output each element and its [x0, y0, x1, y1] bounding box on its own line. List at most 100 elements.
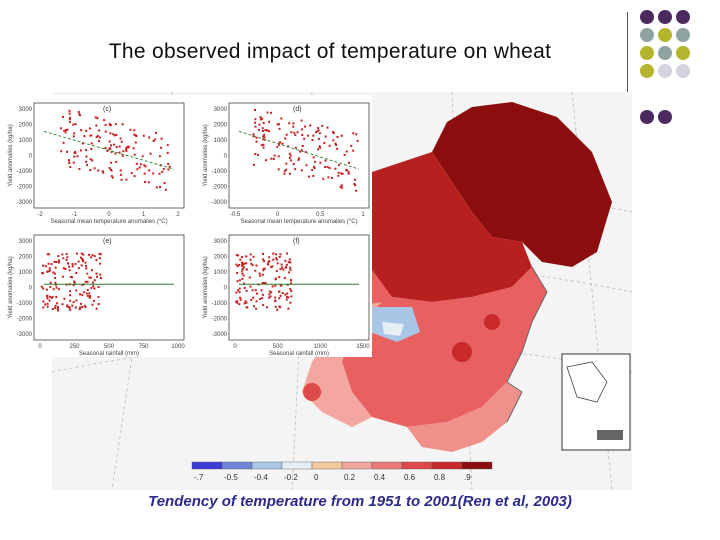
data-point	[72, 123, 75, 126]
data-point	[343, 153, 346, 156]
data-point	[258, 123, 261, 126]
data-point	[48, 267, 51, 270]
data-point	[46, 270, 49, 273]
data-point	[42, 306, 45, 309]
data-point	[73, 132, 76, 135]
trend-line	[43, 130, 175, 170]
data-point	[144, 180, 147, 183]
data-point	[75, 272, 78, 275]
data-point	[250, 262, 253, 265]
data-point	[277, 143, 280, 146]
data-point	[278, 255, 281, 258]
data-point	[324, 135, 327, 138]
data-point	[55, 295, 58, 298]
data-point	[319, 146, 322, 149]
data-point	[235, 291, 238, 294]
data-point	[274, 305, 277, 308]
decor-dot	[676, 46, 690, 60]
data-point	[299, 150, 302, 153]
data-point	[324, 159, 327, 162]
data-point	[54, 281, 57, 284]
data-point	[104, 130, 107, 133]
data-point	[236, 301, 239, 304]
x-tick-label: 0	[233, 344, 237, 350]
data-point	[250, 298, 253, 301]
data-point	[337, 171, 340, 174]
data-point	[340, 134, 343, 137]
data-point	[236, 300, 239, 303]
y-tick-label: -1000	[17, 301, 33, 307]
data-point	[113, 143, 116, 146]
data-point	[245, 301, 248, 304]
data-point	[255, 136, 258, 139]
data-point	[288, 156, 291, 159]
data-point	[241, 267, 244, 270]
data-point	[94, 116, 97, 119]
data-point	[104, 147, 107, 150]
data-point	[102, 171, 105, 174]
decor-dot	[658, 46, 672, 60]
data-point	[347, 172, 350, 175]
data-point	[289, 268, 292, 271]
legend-swatch	[341, 461, 373, 470]
data-point	[278, 141, 281, 144]
data-point	[73, 155, 76, 158]
data-point	[90, 134, 93, 137]
data-point	[74, 306, 77, 309]
data-point	[267, 256, 270, 259]
data-point	[79, 302, 82, 305]
data-point	[312, 156, 315, 159]
data-point	[69, 290, 72, 293]
data-point	[66, 304, 69, 307]
data-point	[239, 296, 242, 299]
data-point	[263, 260, 266, 263]
data-point	[47, 262, 50, 265]
data-point	[259, 118, 262, 121]
data-point	[50, 296, 53, 299]
y-tick-label: -3000	[212, 200, 228, 206]
data-point	[99, 253, 102, 256]
y-tick-label: 3000	[19, 239, 33, 245]
data-point	[245, 262, 248, 265]
data-point	[48, 295, 51, 298]
data-point	[258, 272, 261, 275]
data-point	[278, 305, 281, 308]
x-axis-label: Seasonal mean temperature anomalies (°C)	[240, 219, 357, 225]
data-point	[272, 157, 275, 160]
x-tick-label: 0	[38, 344, 42, 350]
cooling-patch-small	[382, 322, 404, 336]
data-point	[281, 292, 284, 295]
data-point	[54, 283, 57, 286]
data-point	[238, 279, 241, 282]
data-point	[81, 294, 84, 297]
data-point	[264, 129, 267, 132]
data-point	[355, 133, 358, 136]
data-point	[98, 257, 101, 260]
data-point	[276, 123, 279, 126]
data-point	[276, 145, 279, 148]
data-point	[78, 113, 81, 116]
data-point	[269, 295, 272, 298]
data-point	[97, 296, 100, 299]
data-point	[245, 268, 248, 271]
legend-label: 0	[314, 473, 319, 482]
y-tick-label: 0	[29, 154, 33, 160]
data-point	[353, 182, 356, 185]
data-point	[91, 281, 94, 284]
data-point	[135, 162, 138, 165]
data-point	[255, 140, 258, 143]
data-point	[108, 123, 111, 126]
data-point	[73, 282, 76, 285]
data-point	[85, 160, 88, 163]
data-point	[92, 299, 95, 302]
data-point	[88, 292, 91, 295]
data-point	[288, 122, 291, 125]
data-point	[249, 258, 252, 261]
data-point	[99, 273, 102, 276]
data-point	[339, 185, 342, 188]
data-point	[265, 306, 268, 309]
data-point	[288, 172, 291, 175]
data-point	[81, 283, 84, 286]
decor-dot	[640, 110, 654, 124]
data-point	[132, 147, 135, 150]
